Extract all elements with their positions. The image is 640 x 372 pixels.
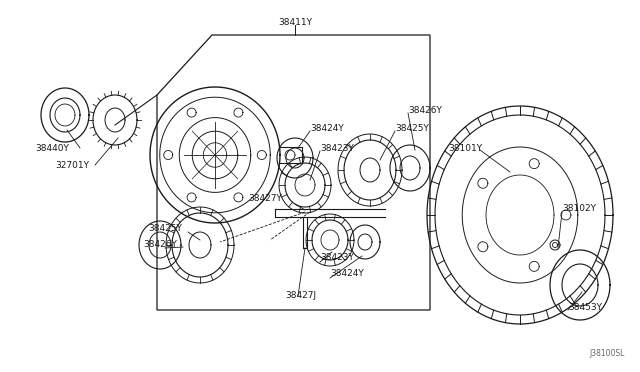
Text: 38423Y: 38423Y — [320, 253, 354, 263]
Text: J38100SL: J38100SL — [589, 349, 625, 358]
Text: 38427J: 38427J — [285, 292, 316, 301]
Text: 38426Y: 38426Y — [408, 106, 442, 115]
Text: 38425Y: 38425Y — [148, 224, 182, 232]
Text: 32701Y: 32701Y — [55, 160, 89, 170]
Text: 38453Y: 38453Y — [568, 304, 602, 312]
Text: 38102Y: 38102Y — [562, 203, 596, 212]
Text: 38426Y: 38426Y — [143, 240, 177, 248]
Text: 38440Y: 38440Y — [35, 144, 69, 153]
Text: 38424Y: 38424Y — [310, 124, 344, 132]
Text: 38411Y: 38411Y — [278, 18, 312, 27]
Text: 38425Y: 38425Y — [395, 124, 429, 132]
Text: 38423Y: 38423Y — [320, 144, 354, 153]
Text: 38424Y: 38424Y — [330, 269, 364, 279]
Text: 38101Y: 38101Y — [448, 144, 482, 153]
Text: 38427Y: 38427Y — [248, 193, 282, 202]
